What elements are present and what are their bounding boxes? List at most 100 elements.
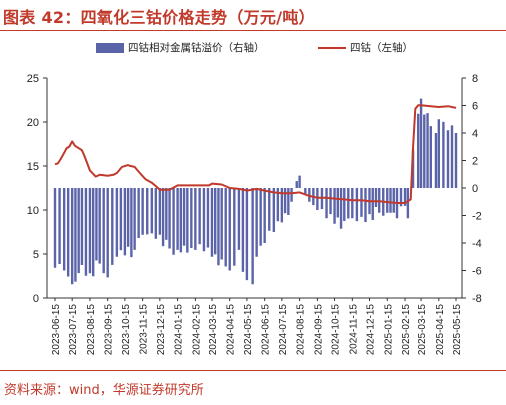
- premium-bar: [295, 181, 298, 188]
- premium-bar: [210, 188, 214, 257]
- premium-bar: [272, 188, 276, 232]
- premium-bar: [386, 188, 389, 213]
- premium-bar: [454, 133, 458, 188]
- premium-bar: [245, 188, 249, 281]
- right-axis-tick-label: -8: [472, 293, 482, 305]
- legend-label-premium: 四钴相对金属钴溢价（右轴）: [128, 42, 265, 54]
- x-axis-tick-label: 2024-03-15: [208, 304, 219, 356]
- premium-bar: [137, 188, 140, 239]
- x-axis-tick-label: 2025-02-15: [401, 304, 412, 356]
- premium-bar: [355, 188, 359, 222]
- premium-bar: [392, 188, 395, 213]
- premium-bar: [399, 188, 403, 207]
- chart-legend: 四钴相对金属钴溢价（右轴） 四钴（左轴）: [0, 40, 506, 58]
- left-axis-tick-label: 25: [27, 73, 39, 85]
- premium-bar: [95, 188, 98, 261]
- premium-bar: [336, 188, 340, 218]
- premium-bar: [62, 188, 66, 271]
- x-axis-tick-label: 2024-06-15: [261, 304, 272, 356]
- premium-bar: [102, 188, 105, 274]
- x-axis-tick-label: 2024-02-15: [191, 304, 202, 356]
- legend-item-price: 四钴（左轴）: [318, 40, 413, 55]
- premium-bar: [154, 188, 158, 239]
- premium-bar: [176, 188, 179, 250]
- premium-bar: [106, 188, 109, 278]
- premium-bar: [276, 188, 280, 222]
- premium-bar: [316, 188, 319, 210]
- legend-swatch-bar: [96, 42, 124, 53]
- premium-bar: [290, 188, 293, 202]
- premium-bar: [217, 188, 220, 266]
- right-axis-tick-label: -4: [472, 238, 482, 250]
- premium-bar: [126, 188, 130, 247]
- x-axis-tick-label: 2023-08-15: [86, 304, 97, 356]
- x-axis-tick-label: 2025-04-15: [435, 304, 446, 356]
- premium-bar: [133, 188, 136, 250]
- left-axis-tick-label: 0: [33, 293, 39, 305]
- right-axis-tick-label: 8: [472, 73, 478, 85]
- premium-bar: [224, 188, 227, 267]
- premium-bar: [161, 188, 165, 247]
- premium-bar: [214, 188, 217, 255]
- right-axis-tick-label: 2: [472, 156, 478, 168]
- premium-bar: [268, 188, 271, 231]
- x-axis-tick-label: 2023-11-15: [139, 304, 150, 355]
- x-axis-tick-label: 2025-05-15: [452, 304, 463, 356]
- x-axis-tick-label: 2023-12-15: [156, 304, 167, 356]
- premium-bar: [263, 188, 266, 243]
- left-axis-tick-label: 5: [33, 249, 39, 261]
- premium-bar: [58, 188, 61, 264]
- premium-bar: [206, 188, 210, 248]
- premium-bar: [70, 188, 74, 285]
- premium-bar: [168, 188, 171, 249]
- x-axis-tick-label: 2025-01-15: [383, 304, 394, 356]
- right-axis-tick-label: 4: [472, 128, 478, 140]
- x-axis-tick-label: 2024-12-15: [365, 304, 376, 356]
- legend-swatch-line: [318, 46, 346, 49]
- premium-bar: [88, 188, 92, 274]
- premium-bar: [130, 188, 133, 258]
- premium-bar: [165, 188, 168, 240]
- x-axis-tick-label: 2025-03-15: [417, 304, 428, 356]
- legend-label-price: 四钴（左轴）: [350, 42, 413, 54]
- premium-bar: [179, 188, 183, 253]
- premium-bar: [419, 98, 423, 188]
- x-axis-tick-label: 2023-10-15: [121, 304, 132, 356]
- premium-bar: [123, 188, 127, 256]
- premium-bar: [434, 133, 438, 188]
- premium-bar: [283, 188, 287, 214]
- premium-bar: [190, 188, 193, 249]
- premium-bar: [426, 113, 429, 188]
- x-axis-tick-label: 2024-09-15: [313, 304, 324, 356]
- x-axis-tick-label: 2024-10-15: [331, 304, 342, 356]
- price-line: [54, 104, 457, 204]
- premium-bar: [228, 188, 231, 271]
- premium-bar: [186, 188, 189, 253]
- chart-source: 资料来源：wind，华源证券研究所: [4, 383, 204, 398]
- x-axis-tick-label: 2024-04-15: [226, 304, 237, 356]
- right-axis-tick-label: 0: [472, 183, 478, 195]
- left-axis-tick-label: 20: [27, 117, 39, 129]
- premium-bar: [53, 188, 57, 268]
- premium-bar: [450, 125, 454, 188]
- premium-bar: [80, 188, 84, 265]
- premium-bar: [91, 188, 95, 277]
- premium-bar: [389, 188, 392, 213]
- premium-bar: [251, 188, 254, 285]
- premium-bar: [374, 188, 378, 207]
- premium-bar: [423, 114, 426, 188]
- premium-bar: [364, 188, 367, 223]
- premium-bar: [347, 188, 350, 219]
- premium-bar: [259, 188, 262, 246]
- x-axis-tick-label: 2024-08-15: [296, 304, 307, 356]
- right-axis-tick-label: -6: [472, 266, 482, 278]
- x-axis-tick-label: 2023-07-15: [68, 304, 79, 356]
- premium-bar: [241, 188, 245, 272]
- premium-bar: [280, 188, 284, 223]
- left-axis-tick-label: 15: [27, 161, 39, 173]
- premium-bar: [298, 175, 301, 188]
- premium-bar: [141, 188, 144, 235]
- premium-bar: [333, 188, 336, 224]
- premium-bar: [325, 188, 328, 219]
